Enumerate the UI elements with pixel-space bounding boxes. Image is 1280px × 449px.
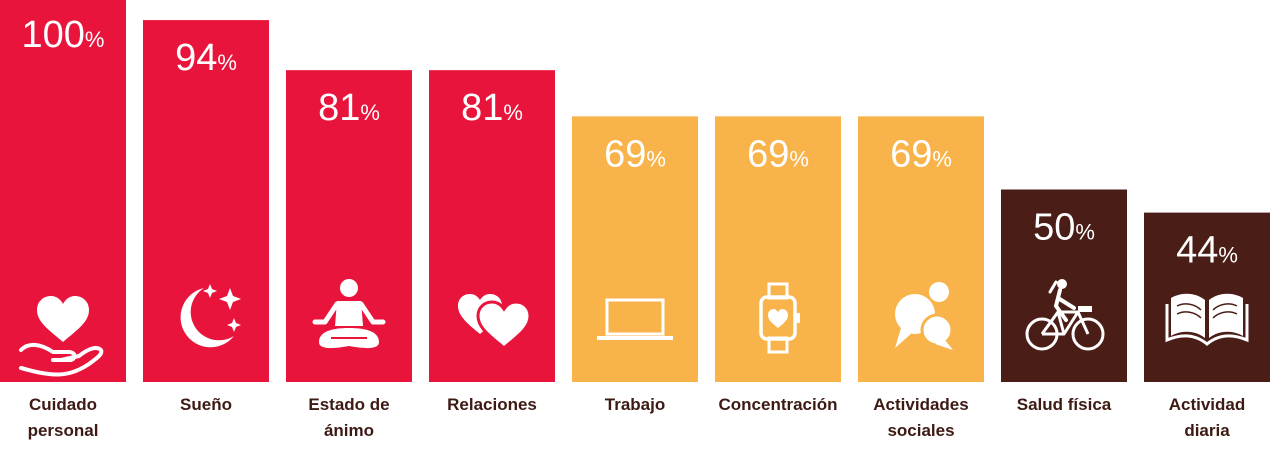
- data-label: 50%: [1033, 207, 1095, 249]
- data-label: 69%: [747, 133, 809, 175]
- category-label: Relaciones: [447, 395, 537, 414]
- bar-group: 44% Actividad diaria: [1144, 212, 1270, 440]
- bar-group: 50% Salud física: [1001, 189, 1127, 414]
- data-label: 44%: [1176, 230, 1238, 272]
- bar-group: 69% Trabajo: [572, 116, 698, 414]
- category-label: Concentración: [718, 395, 837, 414]
- heart-hand-icon: [19, 296, 104, 377]
- category-label: diaria: [1184, 421, 1230, 440]
- data-label: 94%: [175, 37, 237, 79]
- category-label: Cuidado: [29, 395, 97, 414]
- category-label: ánimo: [324, 421, 374, 440]
- bar: [1144, 212, 1270, 382]
- two-hearts-icon: [458, 294, 532, 350]
- bar-group: 69% Concentración: [715, 116, 841, 414]
- category-label: Trabajo: [605, 395, 665, 414]
- bar-group: 100% Cuidado personal: [0, 0, 126, 440]
- meditation-icon: [312, 279, 386, 349]
- laptop-icon: [597, 298, 673, 340]
- smartwatch-heart-icon: [759, 282, 800, 354]
- category-label: Sueño: [180, 395, 232, 414]
- chat-bubbles-icon: [895, 282, 954, 350]
- category-label: Actividad: [1169, 395, 1246, 414]
- bar: [858, 116, 984, 382]
- category-label: Salud física: [1017, 395, 1112, 414]
- category-label: Actividades: [873, 395, 968, 414]
- moon-stars-icon: [180, 284, 241, 348]
- data-label: 69%: [890, 133, 952, 175]
- category-label: personal: [28, 421, 99, 440]
- data-label: 69%: [604, 133, 666, 175]
- data-label: 100%: [22, 14, 105, 56]
- bar-group: 81% Estado de ánimo: [286, 70, 412, 440]
- cyclist-icon: [1025, 279, 1105, 351]
- bar: [143, 20, 269, 382]
- bar-group: 94% Sueño: [143, 20, 269, 414]
- category-label: Estado de: [308, 395, 389, 414]
- open-book-icon: [1165, 293, 1249, 346]
- data-label: 81%: [461, 87, 523, 129]
- category-label: sociales: [887, 421, 954, 440]
- bar-group: 69% Actividades sociales: [858, 116, 984, 440]
- data-label: 81%: [318, 87, 380, 129]
- bar-group: 81% Relaciones: [429, 70, 555, 414]
